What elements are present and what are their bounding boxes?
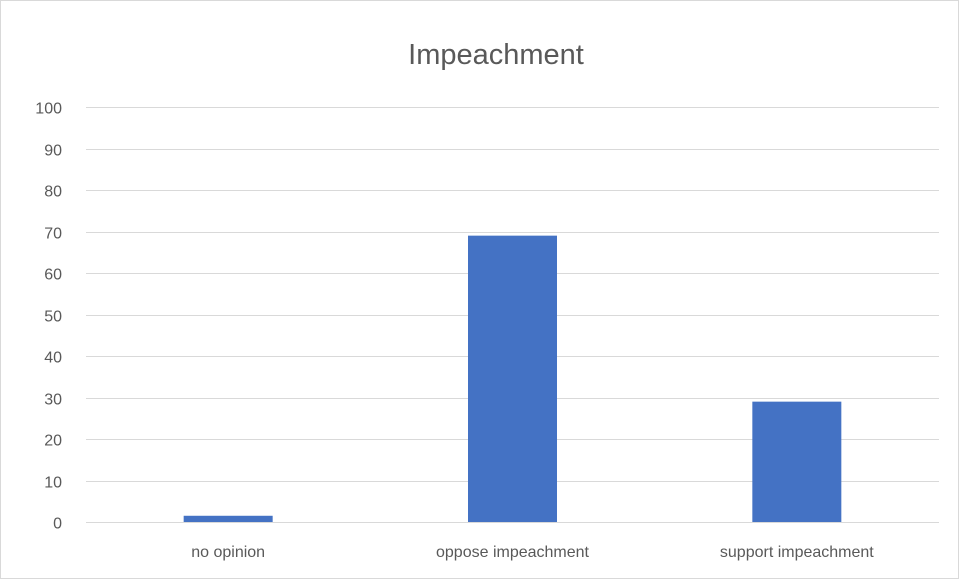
x-tick-label-no-opinion: no opinion bbox=[191, 544, 265, 561]
bar-oppose-impeachment bbox=[468, 235, 557, 522]
gridlines bbox=[86, 107, 939, 523]
y-tick-label-90: 90 bbox=[44, 143, 62, 160]
y-tick-label-60: 60 bbox=[44, 267, 62, 284]
y-tick-label-50: 50 bbox=[44, 309, 62, 326]
y-tick-label-30: 30 bbox=[44, 392, 62, 409]
chart-title: Impeachment bbox=[408, 39, 584, 71]
x-axis-tick-labels: no opinion oppose impeachment support impe… bbox=[191, 544, 874, 561]
y-tick-label-70: 70 bbox=[44, 226, 62, 243]
y-tick-label-0: 0 bbox=[53, 516, 62, 533]
bar-no-opinion bbox=[183, 515, 273, 522]
bars bbox=[183, 235, 842, 522]
y-tick-label-80: 80 bbox=[44, 184, 62, 201]
y-tick-label-40: 40 bbox=[44, 350, 62, 367]
x-tick-label-support-impeachment: support impeachment bbox=[720, 544, 874, 561]
y-tick-label-20: 20 bbox=[44, 433, 62, 450]
x-tick-label-oppose-impeachment: oppose impeachment bbox=[436, 544, 590, 561]
bar-support-impeachment bbox=[752, 401, 842, 522]
y-axis-tick-labels: 0 10 20 30 40 50 60 70 80 90 100 bbox=[35, 101, 62, 533]
y-tick-label-10: 10 bbox=[44, 475, 62, 492]
y-tick-label-100: 100 bbox=[35, 101, 62, 118]
